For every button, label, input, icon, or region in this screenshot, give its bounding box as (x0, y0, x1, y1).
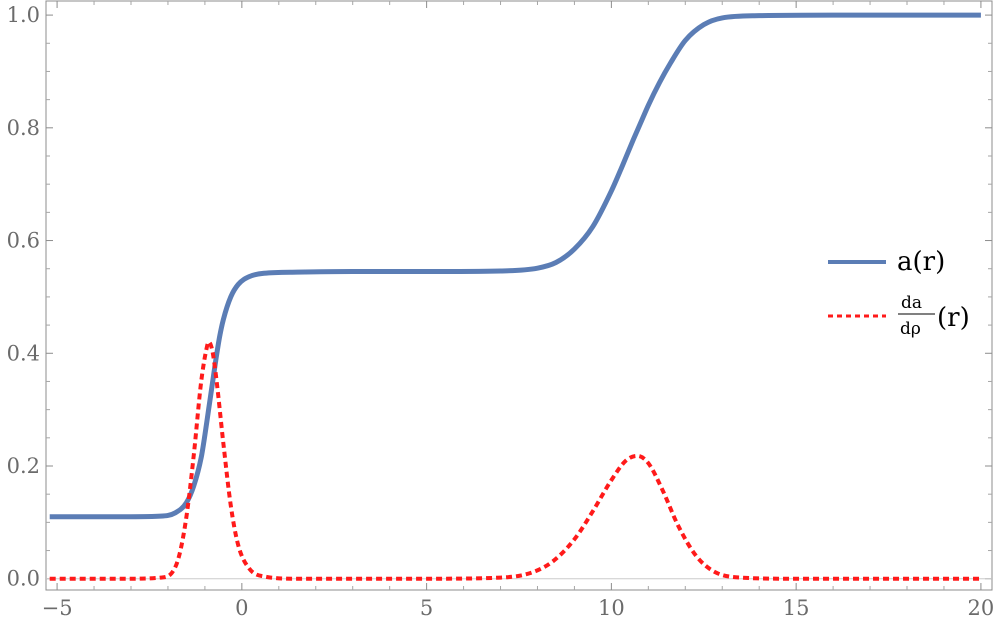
y-tick-label: 0.4 (7, 341, 40, 365)
legend: a(r) da dρ (r) (828, 247, 970, 339)
series-layer (49, 12, 981, 581)
x-tick-label: 5 (420, 596, 433, 620)
y-tick-label: 0.2 (7, 454, 40, 478)
y-tick-label: 1.0 (7, 3, 40, 27)
y-tick-label: 0.6 (7, 229, 40, 253)
x-tick-label: 10 (598, 596, 625, 620)
y-tick-label: 0.8 (7, 116, 40, 140)
series-line-a (49, 12, 981, 520)
axis-ticks (46, 1, 992, 590)
plot-frame (45, 0, 993, 591)
series-line-dadrho (49, 340, 981, 581)
x-tick-label: 15 (783, 596, 810, 620)
legend-label-dadrho-suffix: (r) (937, 303, 970, 333)
legend-label-dadrho-denominator: dρ (900, 319, 921, 339)
x-tick-label: 20 (968, 596, 995, 620)
y-tick-label: 0.0 (7, 567, 40, 591)
x-tick-label: −5 (42, 596, 73, 620)
legend-label-dadrho-numerator: da (901, 293, 922, 313)
legend-label-a: a(r) (897, 247, 945, 277)
x-tick-label: 0 (235, 596, 248, 620)
axis-tick-labels: −5 0 5 10 15 20 0.0 0.2 0.4 0.6 0.8 1.0 (7, 3, 995, 620)
